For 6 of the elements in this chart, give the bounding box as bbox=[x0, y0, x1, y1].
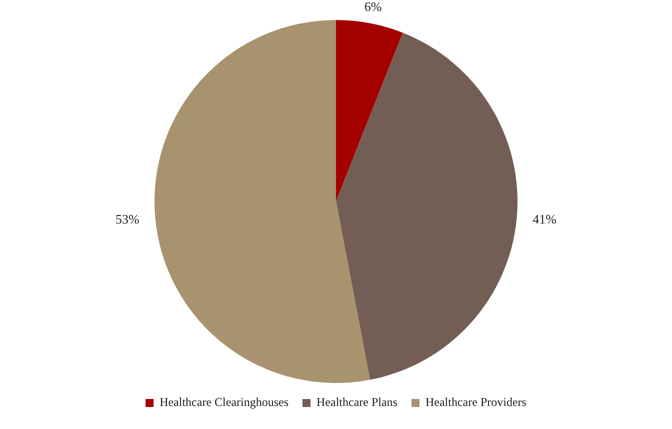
data-label: 53% bbox=[116, 212, 140, 227]
legend-label: Healthcare Clearinghouses bbox=[160, 395, 289, 410]
legend-label: Healthcare Plans bbox=[316, 395, 398, 410]
legend-label: Healthcare Providers bbox=[425, 395, 527, 410]
data-label: 41% bbox=[532, 212, 557, 227]
data-label: 6% bbox=[364, 0, 382, 14]
